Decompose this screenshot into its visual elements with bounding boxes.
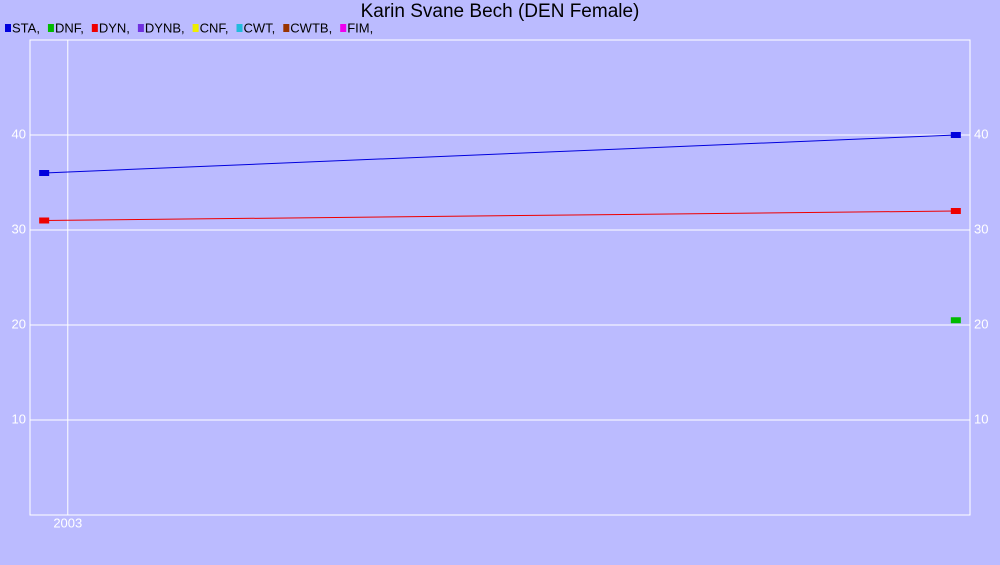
y-tick-label: 30 xyxy=(12,221,26,236)
chart-title: Karin Svane Bech (DEN Female) xyxy=(361,1,640,22)
data-point xyxy=(950,132,961,138)
y2-tick-label: 40 xyxy=(974,126,988,141)
legend-swatch xyxy=(340,24,347,32)
data-point xyxy=(950,208,961,214)
legend-swatch xyxy=(283,24,290,32)
y-tick-label: 10 xyxy=(12,411,26,426)
data-point xyxy=(39,170,50,176)
y-tick-label: 40 xyxy=(12,126,26,141)
legend-swatch xyxy=(91,24,98,32)
series-line xyxy=(44,134,956,174)
legend-swatch xyxy=(5,24,11,32)
data-point xyxy=(39,217,50,224)
legend-label: CNF, xyxy=(200,20,229,35)
legend-swatch xyxy=(137,24,144,32)
legend-label: STA, xyxy=(12,20,40,35)
data-point xyxy=(950,317,961,324)
legend-label: CWTB, xyxy=(290,20,332,35)
y-tick-label: 20 xyxy=(12,316,26,331)
x-tick-label: 2003 xyxy=(53,515,82,530)
legend-label: CWT, xyxy=(244,20,276,35)
legend-swatch xyxy=(47,24,54,32)
legend-swatch xyxy=(192,24,199,32)
plot-frame xyxy=(29,39,971,516)
legend-label: DYN, xyxy=(99,20,130,35)
legend-swatch xyxy=(236,24,243,32)
series-line xyxy=(44,210,956,221)
y2-tick-label: 20 xyxy=(974,316,988,331)
legend-label: FIM, xyxy=(347,20,373,35)
legend-label: DYNB, xyxy=(145,20,185,35)
legend-label: DNF, xyxy=(55,20,84,35)
y2-tick-label: 30 xyxy=(974,221,988,236)
y2-tick-label: 10 xyxy=(974,411,988,426)
